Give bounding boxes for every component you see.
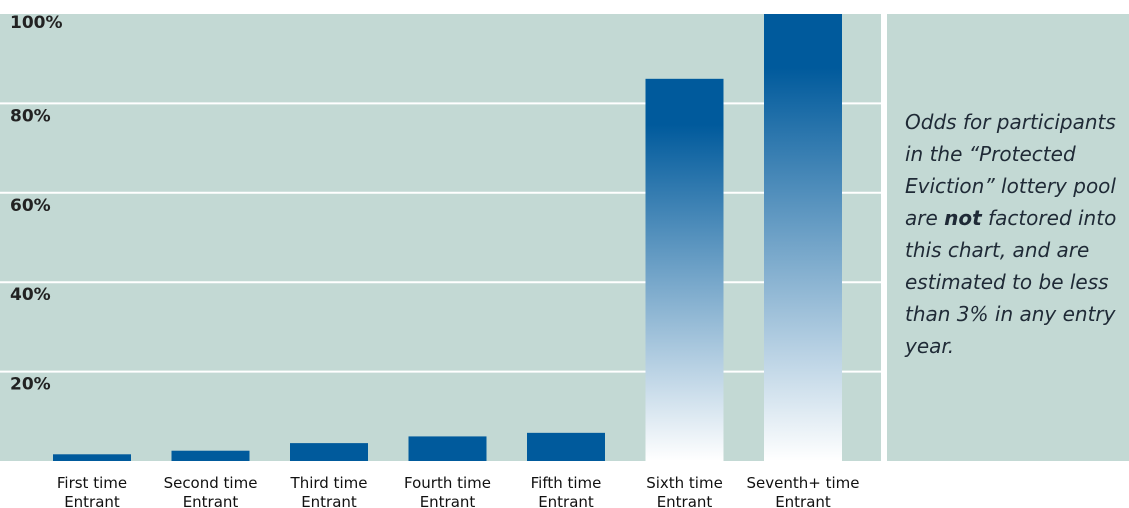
plot-background [0, 14, 881, 461]
x-tick-label-line: Entrant [420, 493, 476, 508]
bar [645, 78, 724, 461]
x-tick-label: Fourth time Entrant [404, 474, 491, 508]
x-tick-label-line: Seventh+ time [747, 474, 860, 492]
x-tick-label-line: First time [57, 474, 127, 492]
bar [171, 450, 250, 461]
x-tick-label: First time Entrant [57, 474, 127, 508]
note-text-start: Odds for participants in the “Protected … [905, 110, 1116, 230]
bar [53, 454, 131, 461]
bars [53, 14, 842, 461]
x-tick-label: Third time Entrant [290, 474, 368, 508]
x-tick-label-line: Entrant [301, 493, 357, 508]
y-tick-label: 100% [10, 13, 63, 33]
bar [290, 443, 368, 461]
x-tick-label-line: Entrant [64, 493, 120, 508]
x-tick-label: Seventh+ time Entrant [747, 474, 860, 508]
note-panel: Odds for participants in the “Protected … [887, 14, 1129, 461]
note-text: Odds for participants in the “Protected … [905, 106, 1125, 362]
grid-lines [0, 102, 881, 373]
y-tick-label: 20% [10, 375, 51, 395]
x-tick-label-line: Fourth time [404, 474, 491, 492]
note-text-end: factored into this chart, and are estima… [905, 206, 1117, 358]
bar [764, 14, 842, 461]
x-tick-label-line: Fifth time [531, 474, 602, 492]
note-text-emphasis: not [944, 206, 982, 230]
x-tick-label: Fifth time Entrant [531, 474, 602, 508]
x-tick-label-line: Sixth time [646, 474, 723, 492]
y-tick-label: 60% [10, 196, 51, 216]
x-tick-label: Second time Entrant [164, 474, 258, 508]
x-tick-label-line: Entrant [657, 493, 713, 508]
x-tick-label-line: Second time [164, 474, 258, 492]
x-tick-label-line: Entrant [183, 493, 239, 508]
x-tick-label-line: Entrant [538, 493, 594, 508]
x-tick-label-line: Third time [290, 474, 368, 492]
x-tick-label-line: Entrant [775, 493, 831, 508]
y-tick-label: 80% [10, 106, 51, 126]
bar [408, 436, 487, 461]
y-axis-ticks: 20% 40% 60% 80% 100% [10, 13, 63, 395]
y-tick-label: 40% [10, 285, 51, 305]
bar [527, 432, 605, 461]
x-tick-label: Sixth time Entrant [646, 474, 723, 508]
